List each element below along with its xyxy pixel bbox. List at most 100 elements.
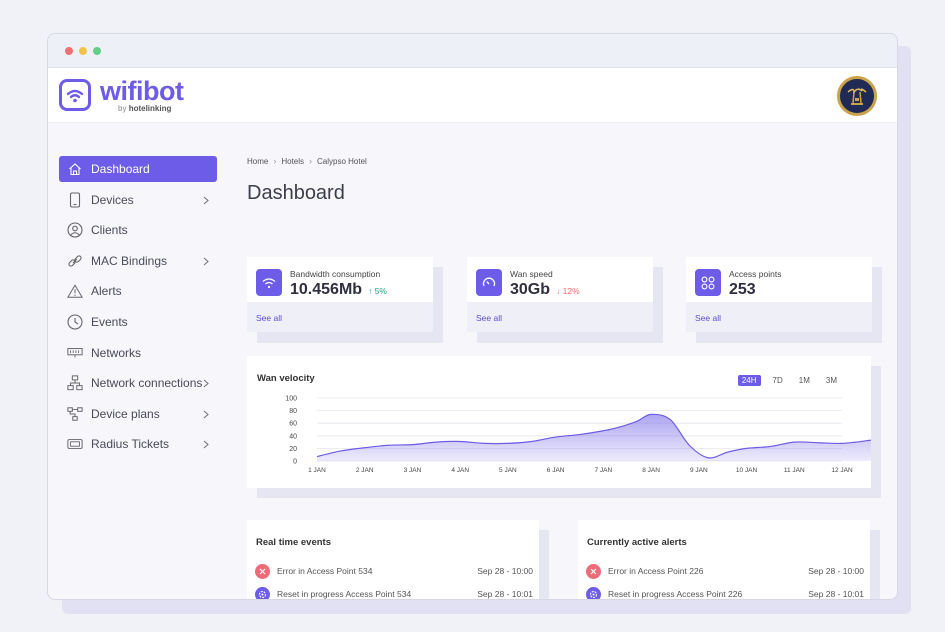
x-tick-label: 4 JAN <box>451 467 469 474</box>
dashboard-grid: Bandwidth consumption 10.456Mb ↑ 5% See a… <box>247 156 887 599</box>
sidebar-item-mac-bindings[interactable]: MAC Bindings <box>59 248 217 274</box>
sidebar-item-radius-tickets[interactable]: Radius Tickets <box>59 431 217 457</box>
chevron-right-icon <box>203 377 209 391</box>
wifibot-logo[interactable]: wifibot by hotelinking <box>59 76 184 113</box>
y-tick-label: 100 <box>285 396 297 403</box>
sidebar-item-label: Alerts <box>91 284 122 299</box>
main-content: Home › Hotels › Calypso Hotel Dashboard … <box>247 156 887 599</box>
hierarchy-icon <box>67 375 83 391</box>
breadcrumb-current: Calypso Hotel <box>317 156 367 166</box>
sidebar-item-label: Dashboard <box>91 162 150 176</box>
alerts-title: Currently active alerts <box>587 537 687 548</box>
grid-icon <box>695 269 721 296</box>
sidebar-item-network-connections[interactable]: Network connections <box>59 370 217 396</box>
x-tick-label: 2 JAN <box>356 467 374 474</box>
progress-icon <box>255 586 270 599</box>
series-area <box>317 414 871 461</box>
chevron-right-icon: › <box>273 156 277 166</box>
user-icon <box>67 222 83 238</box>
event-text: Reset in progress Access Point 534 <box>277 589 412 599</box>
x-tick-label: 1 JAN <box>308 467 326 474</box>
chevron-right-icon: › <box>309 156 313 166</box>
device-icon <box>67 192 83 208</box>
x-tick-label: 7 JAN <box>595 467 613 474</box>
range-tabs: 24H 7D 1M 3M <box>730 375 841 386</box>
sidebar-item-dashboard[interactable]: Dashboard <box>59 156 217 182</box>
stat-delta: ↓ 12% <box>556 286 580 296</box>
event-row[interactable]: Error in Access Point 534 Sep 28 - 10:00 <box>255 563 533 579</box>
sidebar-item-clients[interactable]: Clients <box>59 217 217 243</box>
event-text: Error in Access Point 534 <box>277 566 373 576</box>
sidebar-item-networks[interactable]: Networks <box>59 340 217 366</box>
range-tab-3m[interactable]: 3M <box>825 376 837 385</box>
palm-tree-icon <box>847 88 867 105</box>
stat-card-access-points: Access points 253 See all <box>686 257 872 332</box>
event-time: Sep 28 - 10:00 <box>808 566 864 576</box>
stat-label: Wan speed <box>510 269 553 279</box>
stat-card-wan-speed: Wan speed 30Gb ↓ 12% See all <box>467 257 653 332</box>
range-tab-24h[interactable]: 24H <box>737 375 761 386</box>
maximize-window-dot[interactable] <box>93 47 101 55</box>
breadcrumb-hotels[interactable]: Hotels <box>281 156 305 166</box>
events-title: Real time events <box>256 537 331 548</box>
title-bar <box>48 34 897 68</box>
x-tick-label: 12 JAN <box>831 467 853 474</box>
event-text: Reset in progress Access Point 226 <box>608 589 743 599</box>
stat-value: 10.456Mb ↑ 5% <box>290 281 387 298</box>
event-time: Sep 28 - 10:01 <box>808 589 864 599</box>
page-title: Dashboard <box>247 182 345 204</box>
clock-icon <box>67 314 83 330</box>
sidebar-item-device-plans[interactable]: Device plans <box>59 401 217 427</box>
link-icon <box>67 253 83 269</box>
see-all-link[interactable]: See all <box>467 302 653 332</box>
event-text: Error in Access Point 226 <box>608 566 704 576</box>
stat-delta: ↑ 5% <box>368 286 387 296</box>
chevron-right-icon <box>203 408 209 422</box>
plans-icon <box>67 406 83 422</box>
stat-value: 253 <box>729 281 756 298</box>
event-row[interactable]: Reset in progress Access Point 534 Sep 28… <box>255 586 533 599</box>
breadcrumb-home[interactable]: Home <box>247 156 269 166</box>
stat-value: 30Gb ↓ 12% <box>510 281 580 298</box>
y-tick-label: 40 <box>289 433 297 440</box>
active-alerts-card: Currently active alerts Error in Access … <box>578 520 870 599</box>
sidebar-item-alerts[interactable]: Alerts <box>59 278 217 304</box>
minimize-window-dot[interactable] <box>79 47 87 55</box>
sidebar-item-devices[interactable]: Devices <box>59 187 217 213</box>
realtime-events-card: Real time events Error in Access Point 5… <box>247 520 539 599</box>
sidebar-item-label: Radius Tickets <box>91 437 170 452</box>
ticket-icon <box>67 436 83 452</box>
x-tick-label: 10 JAN <box>736 467 758 474</box>
warning-icon <box>67 283 83 299</box>
event-time: Sep 28 - 10:00 <box>477 566 533 576</box>
sidebar-item-label: Device plans <box>91 406 160 421</box>
sidebar-item-events[interactable]: Events <box>59 309 217 335</box>
event-row[interactable]: Reset in progress Access Point 226 Sep 28… <box>586 586 864 599</box>
y-tick-label: 0 <box>293 459 297 466</box>
stat-label: Access points <box>729 269 782 279</box>
x-tick-label: 8 JAN <box>642 467 660 474</box>
stat-card-bandwidth: Bandwidth consumption 10.456Mb ↑ 5% See a… <box>247 257 433 332</box>
app-header: wifibot by hotelinking <box>48 68 897 123</box>
y-tick-label: 60 <box>289 421 297 428</box>
chevron-right-icon <box>203 194 209 208</box>
range-tab-7d[interactable]: 7D <box>772 376 783 385</box>
wifi-logo-icon <box>59 79 91 111</box>
chevron-right-icon <box>203 438 209 452</box>
event-time: Sep 28 - 10:01 <box>477 589 533 599</box>
chevron-right-icon <box>203 255 209 269</box>
x-tick-label: 5 JAN <box>499 467 517 474</box>
sidebar-item-label: Clients <box>91 223 128 238</box>
see-all-link[interactable]: See all <box>247 302 433 332</box>
hotel-avatar[interactable] <box>837 76 877 116</box>
brand-name: wifibot <box>100 76 184 106</box>
see-all-link[interactable]: See all <box>686 302 872 332</box>
y-tick-label: 20 <box>289 446 297 453</box>
error-icon <box>586 563 601 579</box>
chart-title: Wan velocity <box>257 373 315 384</box>
x-tick-label: 6 JAN <box>547 467 565 474</box>
close-window-dot[interactable] <box>65 47 73 55</box>
range-tab-1m[interactable]: 1M <box>798 376 810 385</box>
x-tick-label: 11 JAN <box>784 467 805 474</box>
event-row[interactable]: Error in Access Point 226 Sep 28 - 10:00 <box>586 563 864 579</box>
